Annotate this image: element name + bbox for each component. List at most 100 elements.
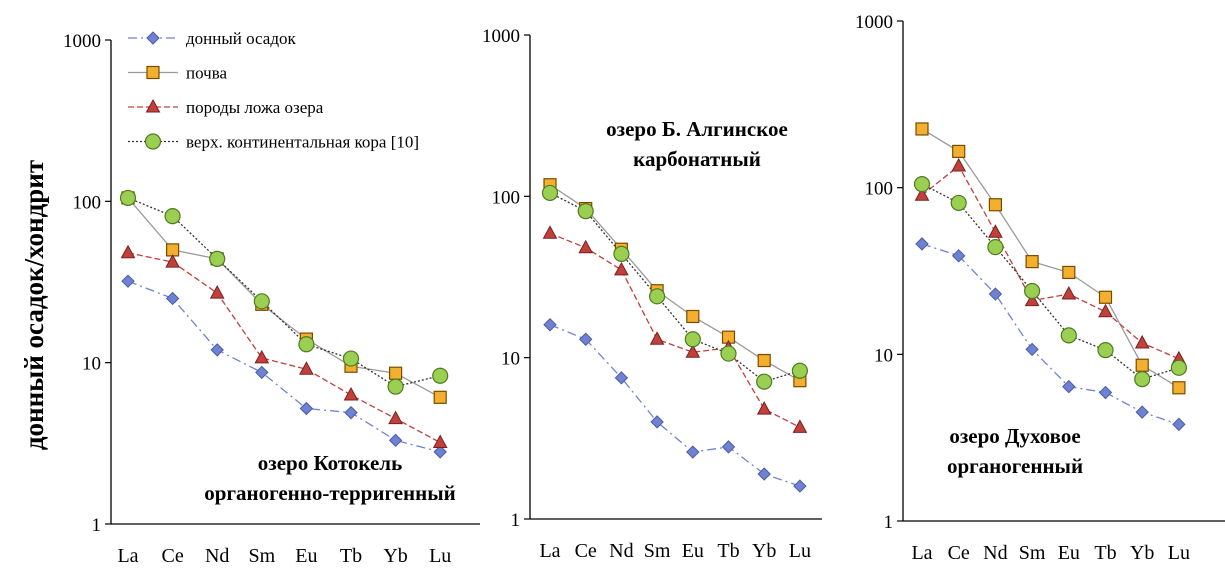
data-point: [988, 224, 1003, 238]
circle-icon: [144, 133, 162, 150]
data-point: [255, 365, 269, 380]
y-axis-label: донный осадок/хондрит: [19, 160, 49, 450]
data-point: [542, 225, 558, 239]
data-point: [298, 336, 315, 353]
data-point: [988, 198, 1003, 212]
series-line: [549, 192, 801, 383]
chart-title: озеро Б. Алгинское: [606, 117, 788, 141]
data-point: [686, 445, 700, 459]
x-tick-label: La: [911, 542, 932, 564]
chart-title: озеро Котокель: [258, 451, 402, 475]
data-point: [1134, 371, 1151, 388]
data-point: [987, 238, 1004, 256]
data-point: [951, 249, 966, 263]
y-tick-label: 100: [865, 179, 894, 200]
data-point: [299, 401, 314, 416]
data-point: [915, 122, 929, 136]
chart-title: органогенно-терригенный: [204, 481, 455, 505]
data-point: [1062, 379, 1076, 394]
data-point: [686, 309, 700, 324]
data-point: [1061, 285, 1077, 300]
data-point: [1134, 334, 1150, 349]
x-tick-label: Nd: [609, 540, 633, 562]
data-point: [1060, 327, 1077, 344]
data-point: [1098, 385, 1113, 400]
square-icon: [146, 65, 160, 80]
legend-label: верх. континентальная кора [10]: [186, 133, 419, 152]
x-tick-label: Yb: [1130, 542, 1154, 564]
x-tick-label: Eu: [682, 540, 704, 562]
series-line: [127, 252, 441, 444]
data-point: [543, 318, 557, 332]
x-tick-label: Ce: [948, 542, 970, 564]
data-point: [1135, 405, 1149, 419]
legend: донный осадок почва породы ложа озера верх.…: [128, 29, 419, 152]
y-tick-label: 1: [884, 512, 894, 533]
data-point: [253, 293, 270, 310]
y-tick-label: 10: [82, 354, 101, 375]
data-point: [1024, 292, 1040, 307]
data-point: [756, 401, 772, 415]
x-tick-label: Yb: [383, 545, 407, 567]
series-line: [549, 324, 801, 487]
data-point: [209, 285, 225, 299]
triangle-icon: [145, 98, 161, 113]
data-point: [756, 373, 773, 390]
data-point: [915, 237, 929, 251]
data-point: [344, 405, 358, 420]
legend-label: почва: [186, 64, 228, 83]
x-tick-label: Nd: [983, 542, 1007, 564]
x-tick-label: Tb: [1094, 542, 1116, 564]
data-point: [791, 362, 809, 379]
data-point: [165, 254, 180, 268]
chart-panel: 1 10 100 1000 La Ce Nd Sm Eu Tb Yb Lu озеро Котокель…: [63, 31, 480, 567]
data-point: [389, 366, 403, 380]
x-tick-label: Sm: [1019, 542, 1046, 564]
data-point: [913, 176, 931, 193]
data-point: [951, 157, 967, 172]
data-point: [614, 261, 629, 276]
legend-label: породы ложа озера: [186, 98, 324, 117]
legend-label: донный осадок: [186, 29, 296, 48]
series-line: [921, 243, 1180, 425]
data-point: [614, 371, 629, 385]
data-point: [432, 434, 448, 449]
series-line: [127, 280, 441, 453]
data-point: [1025, 255, 1039, 269]
data-point: [578, 332, 593, 346]
x-tick-label: Sm: [644, 540, 671, 562]
y-tick-label: 1000: [482, 26, 520, 47]
y-tick-label: 1: [92, 515, 102, 536]
data-point: [1172, 417, 1186, 432]
x-tick-label: Ce: [575, 540, 597, 562]
data-point: [343, 386, 359, 401]
data-point: [577, 202, 594, 220]
chart-title: озеро Духовое: [949, 424, 1080, 448]
data-point: [388, 433, 403, 448]
data-point: [685, 344, 701, 358]
data-point: [342, 350, 360, 367]
data-point: [164, 207, 181, 225]
y-tick-label: 100: [73, 192, 102, 213]
data-point: [254, 349, 270, 364]
data-point: [792, 419, 808, 433]
x-tick-label: La: [117, 545, 138, 567]
y-tick-label: 1000: [855, 12, 893, 33]
y-tick-label: 1000: [63, 31, 101, 52]
data-point: [757, 467, 771, 481]
data-point: [720, 345, 737, 362]
data-point: [649, 331, 665, 345]
data-point: [793, 479, 807, 493]
x-tick-label: Lu: [429, 545, 451, 567]
data-point: [578, 239, 594, 254]
data-point: [1135, 358, 1149, 372]
x-tick-label: Lu: [1168, 542, 1190, 564]
data-point: [988, 287, 1003, 301]
data-point: [650, 415, 664, 429]
data-point: [757, 353, 771, 368]
x-tick-label: Sm: [248, 545, 275, 567]
y-tick-label: 10: [501, 349, 520, 370]
data-point: [433, 390, 447, 404]
